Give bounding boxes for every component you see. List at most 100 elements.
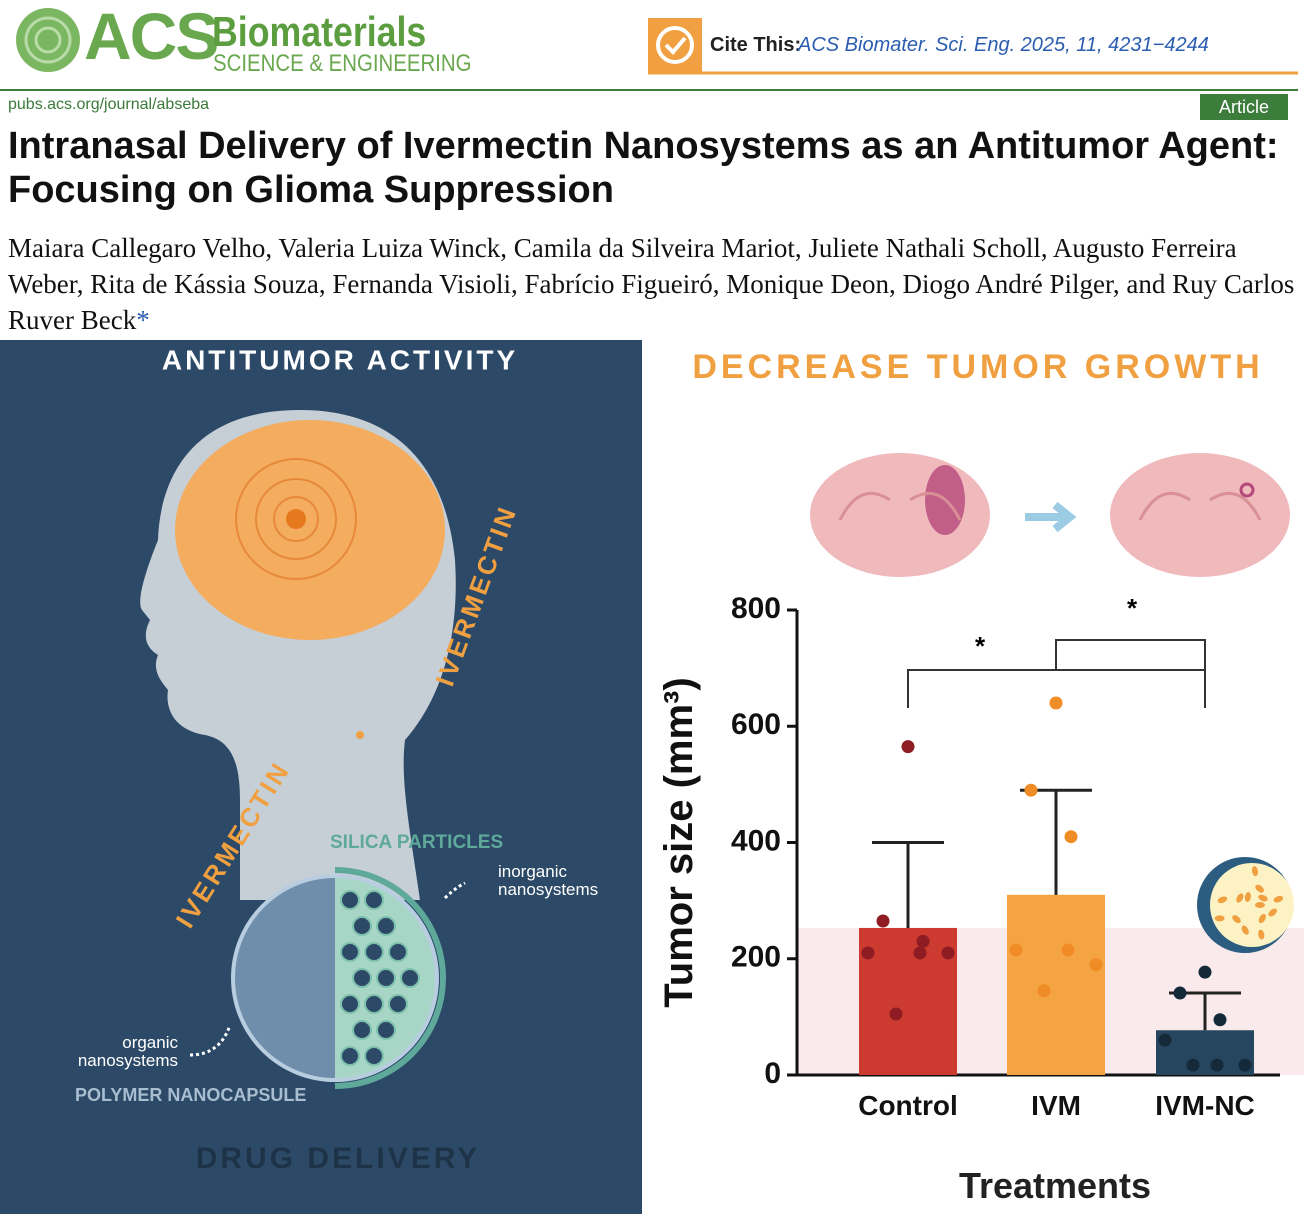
journal-url[interactable]: pubs.acs.org/journal/abseba bbox=[8, 96, 210, 113]
nc-icon-dot bbox=[1258, 894, 1268, 902]
pore bbox=[388, 942, 408, 962]
x-axis-label: Treatments bbox=[959, 1165, 1151, 1206]
brain bbox=[175, 420, 445, 640]
data-point bbox=[876, 914, 890, 928]
data-point bbox=[1173, 986, 1187, 1000]
left-title: ANTITUMOR ACTIVITY bbox=[162, 344, 518, 375]
data-point bbox=[1061, 943, 1075, 957]
data-point bbox=[861, 946, 875, 960]
pore bbox=[352, 916, 372, 936]
pores bbox=[340, 890, 420, 1066]
inorganic-label: inorganic bbox=[498, 862, 567, 881]
pore bbox=[340, 994, 360, 1014]
nc-icon-dot bbox=[1273, 895, 1284, 903]
nc-icon-dot bbox=[1214, 915, 1225, 922]
nc-icon-dot bbox=[1241, 925, 1249, 935]
data-point bbox=[1238, 1058, 1252, 1072]
pore bbox=[376, 916, 396, 936]
data-point bbox=[913, 946, 927, 960]
brain-after bbox=[1110, 453, 1290, 577]
pore bbox=[340, 1046, 360, 1066]
data-point bbox=[1158, 1033, 1172, 1047]
data-point bbox=[889, 1007, 903, 1021]
pore bbox=[388, 994, 408, 1014]
logo-acs: ACS bbox=[84, 0, 219, 73]
corresponding-mark[interactable]: * bbox=[136, 305, 150, 335]
silica-ring bbox=[334, 867, 446, 1089]
y-tick-label: 400 bbox=[731, 824, 781, 857]
nc-icon-dot bbox=[1258, 929, 1265, 940]
error-bar bbox=[1020, 788, 1092, 895]
x-tick-label: IVM-NC bbox=[1155, 1090, 1255, 1121]
organic-label: nanosystems bbox=[78, 1051, 178, 1070]
data-point bbox=[1064, 830, 1078, 844]
right-title: DECREASE TUMOR GROWTH bbox=[692, 348, 1263, 386]
y-axis-label: Tumor size (mm³) bbox=[657, 677, 701, 1007]
significance-bracket bbox=[907, 639, 1206, 708]
article-title: Intranasal Delivery of Ivermectin Nanosy… bbox=[8, 125, 1279, 211]
data-point bbox=[1089, 958, 1103, 972]
data-point bbox=[1198, 965, 1212, 979]
data-point bbox=[916, 934, 930, 948]
data-point bbox=[1009, 943, 1023, 957]
y-tick-label: 0 bbox=[764, 1057, 781, 1090]
target-ring bbox=[273, 496, 319, 542]
pore bbox=[376, 1020, 396, 1040]
pore bbox=[400, 968, 420, 988]
cite-check bbox=[664, 36, 687, 55]
header-graphics bbox=[0, 8, 1298, 91]
polymer-label: POLYMER NANOCAPSULE bbox=[75, 1085, 306, 1105]
nc-icon-dot bbox=[1268, 908, 1277, 917]
drug-dot bbox=[356, 731, 364, 739]
brain-before bbox=[810, 453, 990, 577]
data-point bbox=[1213, 1013, 1227, 1027]
nc-icon-dot bbox=[1258, 913, 1266, 924]
pore bbox=[340, 942, 360, 962]
author-list: Maiara Callegaro Velho, Valeria Luiza Wi… bbox=[8, 233, 1295, 335]
silica-label: SILICA PARTICLES bbox=[330, 832, 503, 853]
cite-label: Cite This: bbox=[710, 34, 802, 56]
nc-icon-core bbox=[1210, 863, 1294, 947]
graphical-abstract: ANTITUMOR ACTIVITY IVERMECTIN IVERMECTIN… bbox=[0, 340, 1304, 1214]
target-ring bbox=[255, 478, 337, 560]
target-ring bbox=[235, 458, 357, 580]
nc-icon-dot bbox=[1236, 893, 1244, 903]
data-point bbox=[1037, 984, 1051, 998]
inorganic-label: nanosystems bbox=[498, 880, 598, 899]
bar bbox=[859, 927, 957, 1075]
y-tick-label: 800 bbox=[731, 592, 781, 625]
logo-journal: Biomaterials bbox=[212, 8, 427, 55]
x-tick-label: IVM bbox=[1031, 1090, 1081, 1121]
brain-fold bbox=[1138, 491, 1262, 521]
nc-icon-dot bbox=[1244, 892, 1251, 902]
pore bbox=[340, 890, 360, 910]
y-tick-label: 200 bbox=[731, 941, 781, 974]
pore bbox=[364, 1046, 384, 1066]
polymer-half bbox=[235, 878, 335, 1078]
pore bbox=[364, 890, 384, 910]
bar bbox=[1156, 1030, 1254, 1075]
data-point bbox=[1210, 1058, 1224, 1072]
nc-icon-dot bbox=[1232, 915, 1241, 924]
data-point bbox=[941, 946, 955, 960]
y-tick-label: 600 bbox=[731, 708, 781, 741]
bar bbox=[1007, 894, 1105, 1075]
brain-section bbox=[1110, 453, 1290, 577]
arrow bbox=[1025, 501, 1077, 533]
cite-check bbox=[656, 26, 694, 64]
nc-icon-dot bbox=[1251, 866, 1259, 877]
cite-reference[interactable]: ACS Biomater. Sci. Eng. 2025, 11, 4231−4… bbox=[798, 34, 1209, 56]
data-point bbox=[901, 740, 915, 754]
pore bbox=[352, 968, 372, 988]
x-tick-label: Control bbox=[858, 1090, 958, 1121]
pore bbox=[376, 968, 396, 988]
data-point bbox=[1024, 783, 1038, 797]
leader-line bbox=[189, 1024, 232, 1057]
target-center bbox=[286, 509, 306, 529]
drug-delivery-label: DRUG DELIVERY bbox=[196, 1142, 481, 1175]
pore bbox=[364, 942, 384, 962]
error-bar bbox=[872, 841, 944, 928]
organic-label: organic bbox=[122, 1033, 178, 1052]
nc-icon-dot bbox=[1217, 896, 1228, 904]
